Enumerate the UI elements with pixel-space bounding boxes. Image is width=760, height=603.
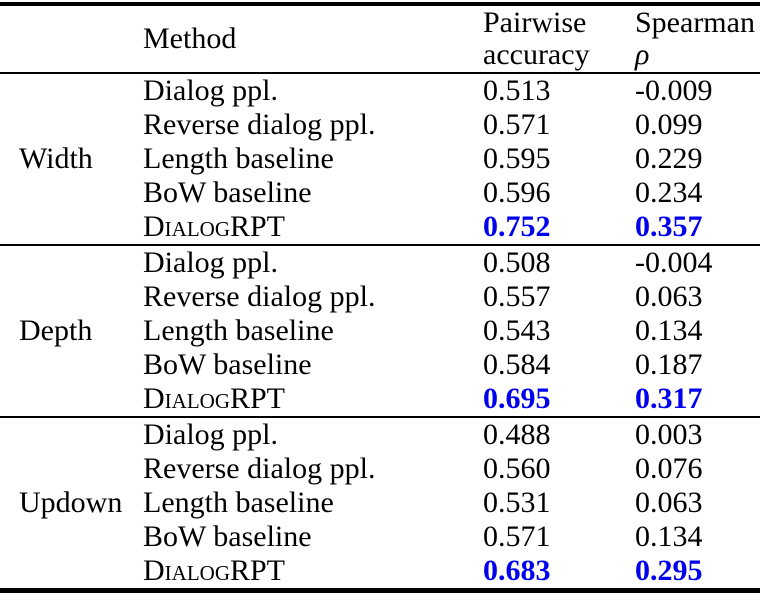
table-row: Reverse dialog ppl. 0.571 0.099 <box>0 108 760 142</box>
spearman-rho-value: 0.063 <box>635 280 703 313</box>
pairwise-accuracy-value: 0.752 <box>483 210 551 243</box>
method-cell: BoW baseline <box>143 520 312 553</box>
pairwise-accuracy-value: 0.560 <box>483 452 551 485</box>
method-cell: Length baseline <box>143 486 334 519</box>
method-cell: BoW baseline <box>143 176 312 209</box>
spearman-rho-value: 0.317 <box>635 382 703 415</box>
spearman-rho-value: -0.009 <box>635 74 713 107</box>
pairwise-accuracy-value: 0.488 <box>483 416 635 452</box>
spearman-rho-value: 0.099 <box>635 108 703 141</box>
method-cell: Dialog ppl. <box>140 416 483 452</box>
spearman-rho-value: 0.076 <box>635 452 703 485</box>
table-row: Width Dialog ppl. 0.513 -0.009 <box>0 73 760 175</box>
pairwise-accuracy-value: 0.557 <box>483 280 551 313</box>
method-cell: BoW baseline <box>143 348 312 381</box>
table-row: BoW baseline 0.596 0.234 <box>0 176 760 210</box>
table-row: BoW baseline 0.584 0.187 <box>0 348 760 382</box>
table-row: Updown Dialog ppl. 0.488 0.003 <box>0 416 760 591</box>
spearman-rho-value: -0.004 <box>635 244 760 280</box>
header-method: Method <box>140 4 483 74</box>
method-cell: DialogRPT <box>143 554 286 587</box>
table-row: Depth Dialog ppl. 0.508 -0.004 <box>0 244 760 417</box>
table-row: Length baseline 0.595 0.229 <box>0 142 760 176</box>
spearman-rho-value: 0.234 <box>635 176 703 209</box>
pairwise-accuracy-value: 0.543 <box>483 314 551 347</box>
pairwise-accuracy-value: 0.595 <box>483 142 551 175</box>
header-pairwise-line1: Pairwise <box>483 6 587 39</box>
header-row: Method Pairwise accuracy Spearman ρ <box>0 4 760 74</box>
spearman-rho-value: 0.295 <box>635 554 703 587</box>
group-label-depth: Depth <box>0 244 140 417</box>
table-row: DialogRPT 0.752 0.357 <box>0 210 760 245</box>
spearman-rho-value: 0.134 <box>635 520 703 553</box>
table-row: Reverse dialog ppl. 0.557 0.063 <box>0 280 760 314</box>
method-cell: Dialog ppl. <box>143 74 278 107</box>
pairwise-accuracy-value: 0.513 <box>483 74 551 107</box>
method-cell: Reverse dialog ppl. <box>143 452 376 485</box>
method-cell: Dialog ppl. <box>140 244 483 280</box>
pairwise-accuracy-value: 0.683 <box>483 554 551 587</box>
group-label-updown: Updown <box>0 416 140 591</box>
method-cell: Length baseline <box>143 142 334 175</box>
rho-symbol: ρ <box>635 38 650 71</box>
pairwise-accuracy-value: 0.695 <box>483 382 551 415</box>
spearman-rho-value: 0.187 <box>635 348 703 381</box>
table-header: Method Pairwise accuracy Spearman ρ <box>0 4 760 74</box>
method-cell: Length baseline <box>143 314 334 347</box>
pairwise-accuracy-value: 0.584 <box>483 348 551 381</box>
header-spearman-line1: Spearman <box>635 6 755 39</box>
pairwise-accuracy-value: 0.531 <box>483 486 551 519</box>
method-cell: Reverse dialog ppl. <box>143 280 376 313</box>
table-row: BoW baseline 0.571 0.134 <box>0 520 760 554</box>
table-row: DialogRPT 0.683 0.295 <box>0 554 760 591</box>
spearman-rho-value: 0.229 <box>635 142 703 175</box>
table-body: Width Dialog ppl. 0.513 -0.009 Reverse dialo… <box>0 73 760 591</box>
spearman-rho-value: 0.357 <box>635 210 703 243</box>
method-cell: DialogRPT <box>143 210 286 243</box>
pairwise-accuracy-value: 0.571 <box>483 108 551 141</box>
table-row: DialogRPT 0.695 0.317 <box>0 382 760 417</box>
spearman-rho-value: 0.003 <box>635 416 760 452</box>
table-row: Length baseline 0.531 0.063 <box>0 486 760 520</box>
pairwise-accuracy-value: 0.596 <box>483 176 551 209</box>
header-group-spacer <box>0 4 140 74</box>
pairwise-accuracy-value: 0.508 <box>483 244 635 280</box>
spearman-rho-value: 0.134 <box>635 314 703 347</box>
spearman-rho-value: 0.063 <box>635 486 703 519</box>
pairwise-accuracy-value: 0.571 <box>483 520 551 553</box>
table-row: Length baseline 0.543 0.134 <box>0 314 760 348</box>
method-cell: DialogRPT <box>143 382 286 415</box>
header-spearman-rho: Spearman ρ <box>635 4 760 74</box>
header-pairwise-line2: accuracy <box>483 38 590 71</box>
table-row: Reverse dialog ppl. 0.560 0.076 <box>0 452 760 486</box>
method-cell: Reverse dialog ppl. <box>143 108 376 141</box>
header-pairwise-accuracy: Pairwise accuracy <box>483 4 635 74</box>
group-label-width: Width <box>19 142 93 175</box>
